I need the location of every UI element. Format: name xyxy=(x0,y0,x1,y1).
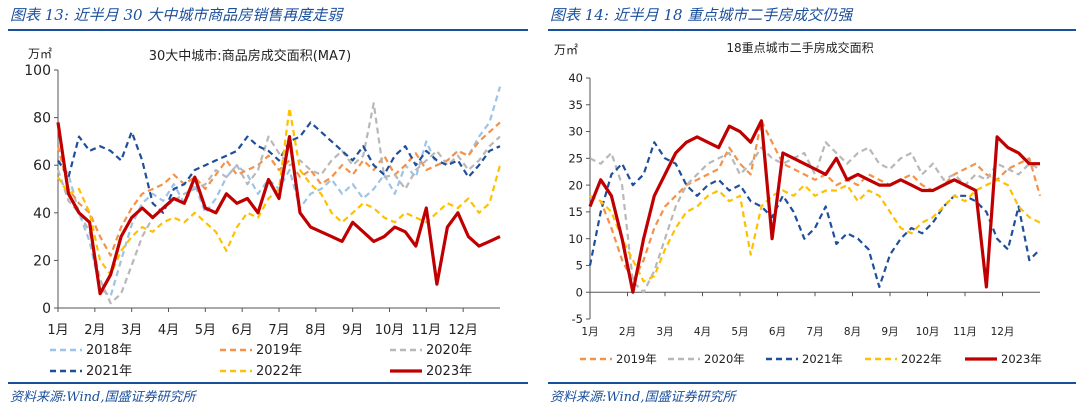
legend-label: 2019年 xyxy=(256,343,302,358)
x-tick-label: 5月 xyxy=(195,323,216,338)
series-line-2023年 xyxy=(588,119,1040,294)
series-line-2022年 xyxy=(57,106,502,276)
x-tick-label: 2月 xyxy=(619,326,636,338)
x-tick-label: 10月 xyxy=(375,323,405,338)
y-tick-label: -5 xyxy=(572,312,583,326)
x-tick-label: 1月 xyxy=(47,323,68,338)
x-tick-label: 7月 xyxy=(806,326,823,338)
title-rule-left xyxy=(8,29,528,31)
x-tick-label: 6月 xyxy=(769,326,786,338)
y-tick-label: 100 xyxy=(24,63,51,79)
y-tick-label: 15 xyxy=(568,205,583,219)
legend-label: 2018年 xyxy=(86,343,132,358)
source-rule-right xyxy=(548,382,1076,384)
x-tick-label: 8月 xyxy=(844,326,861,338)
x-tick-label: 4月 xyxy=(158,323,179,338)
legend-label: 2020年 xyxy=(704,352,745,366)
chart-30-cities: 30大中城市:商品房成交面积(MA7) 万㎡ 0 20 40 60 80 100 1月 2月 3月 4… xyxy=(24,47,502,379)
x-tick-label: 3月 xyxy=(656,326,673,338)
y-tick-label: 25 xyxy=(568,151,583,165)
x-tick-label: 8月 xyxy=(305,323,326,338)
series-line-2019年 xyxy=(589,119,1042,283)
x-tick-label: 6月 xyxy=(232,323,253,338)
legend-label: 2023年 xyxy=(426,364,472,379)
y-tick-label: 30 xyxy=(568,125,583,139)
y-axis-unit: 万㎡ xyxy=(28,47,52,61)
series-line-2023年 xyxy=(56,122,501,296)
x-tick-label: 1月 xyxy=(581,326,598,338)
legend-label: 2019年 xyxy=(616,352,657,366)
y-tick-label: 60 xyxy=(33,158,51,174)
source-left: 资料来源:Wind,国盛证券研究所 xyxy=(10,390,196,405)
x-tick-label: 4月 xyxy=(694,326,711,338)
y-tick-label: 0 xyxy=(576,285,583,299)
x-tick-label: 10月 xyxy=(916,326,940,338)
figure-title-left: 图表 13: 近半月 30 大中城市商品房销售再度走弱 xyxy=(10,6,343,24)
y-tick-label: 0 xyxy=(42,301,51,317)
y-axis-unit: 万㎡ xyxy=(554,43,578,57)
legend-label: 2023年 xyxy=(1001,352,1042,366)
y-tick-label: 20 xyxy=(568,178,583,192)
legend-label: 2020年 xyxy=(426,343,472,358)
series-line-2019年 xyxy=(56,121,501,257)
y-tick-label: 5 xyxy=(576,259,583,273)
y-tick-label: 80 xyxy=(33,111,51,127)
legend-label: 2021年 xyxy=(86,364,132,379)
y-tick-label: 20 xyxy=(33,253,51,269)
y-tick-label: 35 xyxy=(568,98,583,112)
series-line-2020年 xyxy=(56,102,501,305)
source-rule-left xyxy=(8,382,528,384)
legend-label: 2022年 xyxy=(901,352,942,366)
x-tick-label: 9月 xyxy=(881,326,898,338)
x-tick-label: 12月 xyxy=(448,323,478,338)
figure-title-right: 图表 14: 近半月 18 重点城市二手房成交仍强 xyxy=(550,6,853,24)
panel-right: 图表 14: 近半月 18 重点城市二手房成交仍强 18重点城市二手房成交面积 万… xyxy=(540,0,1080,409)
chart-title: 18重点城市二手房成交面积 xyxy=(726,40,873,55)
x-tick-label: 11月 xyxy=(412,323,442,338)
x-tick-label: 7月 xyxy=(268,323,289,338)
chart-18-cities: 18重点城市二手房成交面积 万㎡ -5 0 5 10 15 20 25 30 35 40 1月 2月 3月 4… xyxy=(554,40,1042,366)
y-tick-label: 10 xyxy=(568,232,583,246)
x-tick-label: 12月 xyxy=(991,326,1015,338)
series-line-2021年 xyxy=(588,141,1041,288)
x-tick-label: 9月 xyxy=(342,323,363,338)
source-right: 资料来源:Wind,国盛证券研究所 xyxy=(550,390,736,405)
series-line-2022年 xyxy=(589,178,1041,283)
y-tick-label: 40 xyxy=(33,206,51,222)
legend-label: 2021年 xyxy=(802,352,843,366)
legend-label: 2022年 xyxy=(256,364,302,379)
x-tick-label: 2月 xyxy=(84,323,105,338)
panel-left: 图表 13: 近半月 30 大中城市商品房销售再度走弱 30大中城市:商品房成交… xyxy=(0,0,532,409)
title-rule-right xyxy=(548,29,1076,31)
series-line-2021年 xyxy=(57,121,501,214)
x-tick-label: 5月 xyxy=(731,326,748,338)
y-tick-label: 40 xyxy=(568,71,583,85)
x-tick-label: 3月 xyxy=(121,323,142,338)
chart-title: 30大中城市:商品房成交面积(MA7) xyxy=(149,48,351,64)
x-tick-label: 11月 xyxy=(953,326,977,338)
